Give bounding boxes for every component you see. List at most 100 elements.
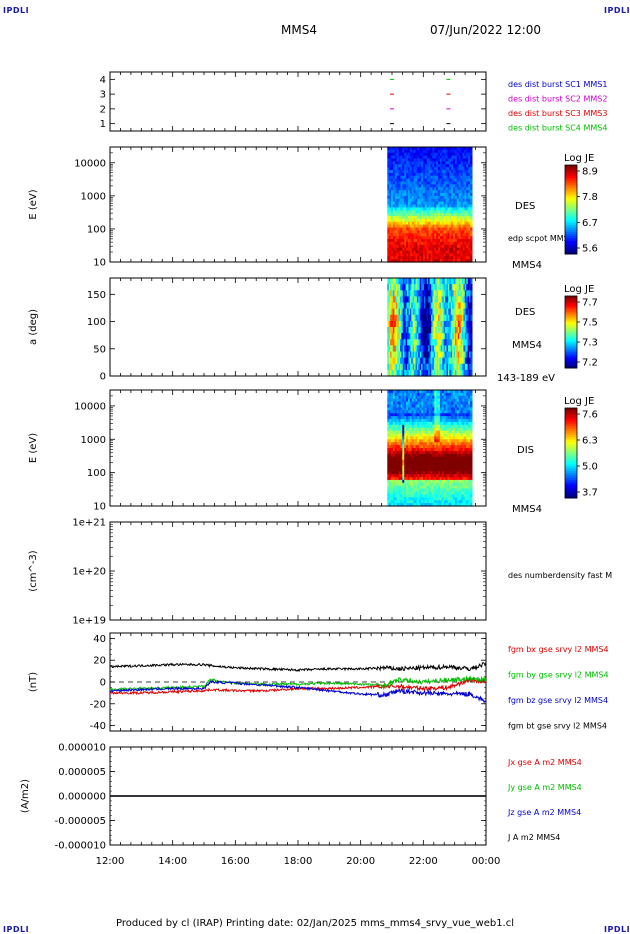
- heatmap-cell: [391, 416, 394, 420]
- heatmap-cell: [460, 456, 464, 461]
- heatmap-cell: [470, 190, 473, 194]
- heatmap-cell: [453, 241, 456, 246]
- heatmap-cell: [470, 302, 473, 310]
- heatmap-cell: [453, 198, 456, 203]
- heatmap-cell: [439, 167, 443, 171]
- heatmap-cell: [466, 482, 469, 487]
- heatmap-cell: [426, 207, 430, 211]
- heatmap-cell: [429, 369, 432, 377]
- legend-entry: des dist burst SC4 MMS4: [508, 124, 607, 133]
- heatmap-cell: [453, 195, 456, 200]
- heatmap-cell: [398, 201, 402, 206]
- heatmap-cell: [447, 161, 450, 165]
- heatmap-cell: [447, 439, 450, 443]
- heatmap-cell: [430, 253, 434, 257]
- heatmap-cell: [454, 161, 458, 165]
- heatmap-cell: [419, 433, 422, 437]
- heatmap-cell: [456, 187, 460, 191]
- heatmap-cell: [450, 290, 453, 297]
- heatmap-cell: [470, 164, 473, 168]
- heatmap-cell: [407, 430, 411, 435]
- heatmap-cell: [453, 278, 456, 285]
- heatmap-cell: [391, 436, 394, 440]
- heatmap-cell: [398, 190, 402, 194]
- heatmap-cell: [426, 479, 430, 484]
- heatmap-cell: [464, 302, 467, 310]
- heatmap-cell: [417, 175, 420, 180]
- heatmap-cell: [418, 284, 421, 291]
- heatmap-cell: [462, 445, 465, 449]
- heatmap-cell: [407, 198, 411, 203]
- heatmap-cell: [466, 465, 469, 469]
- heatmap-cell: [452, 369, 455, 377]
- heatmap-cell: [438, 465, 441, 469]
- heatmap-cell: [389, 392, 392, 397]
- heatmap-cell: [394, 198, 398, 203]
- heatmap-cell: [387, 404, 390, 408]
- heatmap-cell: [415, 155, 418, 160]
- heatmap-cell: [402, 494, 405, 498]
- heatmap-cell: [400, 419, 403, 423]
- heatmap-cell: [423, 256, 426, 260]
- heatmap-cell: [453, 497, 456, 501]
- heatmap-cell: [466, 456, 469, 461]
- heatmap-cell: [396, 416, 400, 420]
- heatmap-cell: [438, 239, 441, 243]
- heatmap-cell: [443, 244, 447, 249]
- heatmap-cell: [450, 284, 453, 291]
- heatmap-cell: [425, 357, 428, 365]
- heatmap-cell: [430, 503, 434, 507]
- heatmap-cell: [434, 390, 437, 394]
- heatmap-cell: [459, 345, 462, 353]
- heatmap-cell: [417, 419, 420, 423]
- heatmap-cell: [407, 413, 411, 417]
- heatmap-cell: [426, 395, 430, 400]
- heatmap-cell: [460, 395, 464, 400]
- heatmap-cell: [459, 333, 462, 340]
- heatmap-cell: [436, 459, 439, 464]
- heatmap-cell: [413, 259, 417, 263]
- heatmap-cell: [419, 407, 422, 411]
- heatmap-cell: [470, 167, 473, 171]
- heatmap-cell: [470, 339, 473, 346]
- heatmap-cell: [407, 339, 410, 346]
- heatmap-cell: [389, 474, 392, 478]
- heatmap-cell: [447, 236, 450, 240]
- heatmap-cell: [425, 333, 428, 340]
- heatmap-cell: [432, 224, 435, 229]
- heatmap-cell: [436, 178, 439, 183]
- heatmap-cell: [428, 161, 432, 165]
- heatmap-cell: [429, 278, 432, 285]
- heatmap-cell: [425, 339, 428, 346]
- heatmap-cell: [421, 218, 424, 223]
- heatmap-cell: [466, 230, 469, 234]
- heatmap-cell: [460, 442, 464, 446]
- heatmap-cell: [470, 195, 473, 200]
- heatmap-cell: [411, 152, 415, 157]
- heatmap-cell: [396, 244, 400, 249]
- heatmap-cell: [419, 462, 422, 466]
- heatmap-cell: [387, 410, 390, 414]
- heatmap-cell: [421, 201, 424, 206]
- heatmap-cell: [428, 421, 432, 426]
- heatmap-cell: [392, 488, 396, 493]
- heatmap-cell: [441, 442, 445, 446]
- heatmap-cell: [462, 395, 465, 400]
- heatmap-cell: [387, 204, 390, 208]
- heatmap-cell: [411, 410, 415, 414]
- heatmap-cell: [422, 320, 425, 328]
- heatmap-cell: [440, 357, 443, 365]
- heatmap-cell: [419, 390, 422, 394]
- heatmap-cell: [458, 247, 462, 252]
- heatmap-cell: [428, 430, 432, 435]
- heatmap-cell: [421, 404, 424, 408]
- heatmap-cell: [397, 363, 400, 371]
- heatmap-cell: [441, 494, 445, 498]
- heatmap-cell: [407, 241, 411, 246]
- heatmap-cell: [457, 357, 460, 365]
- heatmap-cell: [413, 471, 417, 475]
- heatmap-cell: [396, 395, 400, 400]
- heatmap-cell: [409, 424, 413, 429]
- heatmap-cell: [391, 172, 394, 177]
- heatmap-cell: [441, 224, 445, 229]
